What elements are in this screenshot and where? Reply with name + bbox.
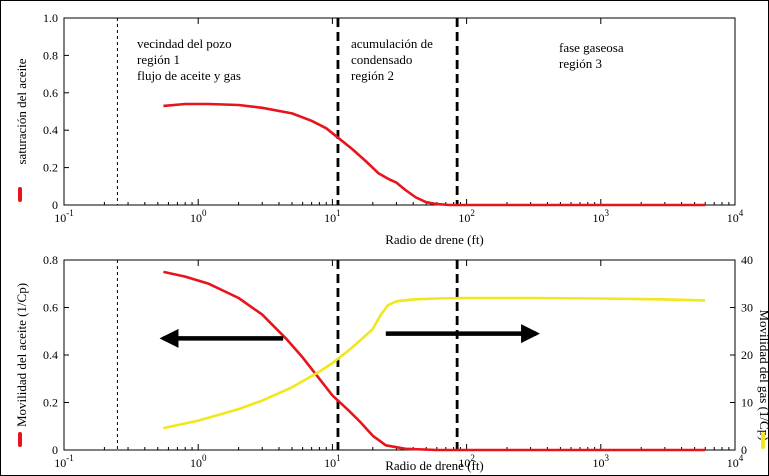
y-tick-label: 0.8 xyxy=(43,48,58,62)
x-tick-exponent: 1 xyxy=(336,453,341,463)
x-tick-base: 10 xyxy=(593,211,605,225)
y-tick-label: 0.6 xyxy=(43,301,58,315)
region-annotation-line: acumulación de xyxy=(351,36,433,51)
x-tick-exponent: 0 xyxy=(202,453,207,463)
x-tick-label: 103 xyxy=(593,208,610,225)
y-tick-label: 1.0 xyxy=(43,11,58,25)
y-tick-label: 0.4 xyxy=(43,348,58,362)
x-tick-label: 103 xyxy=(593,453,610,470)
series-line-1 xyxy=(163,102,706,207)
y-tick-label: 0.6 xyxy=(43,86,58,100)
x-tick-base: 10 xyxy=(54,456,66,470)
x-tick-label: 100 xyxy=(190,208,207,225)
y-tick-label: 0.8 xyxy=(43,253,58,267)
x-tick-base: 10 xyxy=(593,456,605,470)
plot-area xyxy=(63,259,736,451)
x-tick-base: 10 xyxy=(727,456,739,470)
region-annotation-line: fase gaseosa xyxy=(559,40,624,55)
y-tick-label: 0.4 xyxy=(43,123,58,137)
x-tick-base: 10 xyxy=(190,456,202,470)
x-tick-label: 10-1 xyxy=(54,208,74,225)
x-tick-label: 101 xyxy=(324,453,341,470)
x-tick-exponent: 3 xyxy=(605,453,610,463)
y-tick-label: 0.2 xyxy=(43,396,58,410)
x-tick-label: 101 xyxy=(324,208,341,225)
x-tick-label: 100 xyxy=(190,453,207,470)
x-axis-title: Radio de drene (ft) xyxy=(385,458,484,473)
x-tick-base: 10 xyxy=(458,456,470,470)
y2-tick-label: 0 xyxy=(741,443,747,457)
y-tick-label: 0 xyxy=(52,443,58,457)
x-tick-base: 10 xyxy=(190,211,202,225)
x-tick-base: 10 xyxy=(54,211,66,225)
y2-tick-label: 30 xyxy=(741,301,753,315)
x-tick-exponent: 2 xyxy=(470,453,475,463)
x-tick-label: 102 xyxy=(458,453,475,470)
x-tick-label: 104 xyxy=(727,453,744,470)
x-tick-exponent: 1 xyxy=(336,208,341,218)
region-annotation-line: región 3 xyxy=(559,56,602,71)
x-tick-label: 10-1 xyxy=(54,453,74,470)
x-tick-exponent: 4 xyxy=(739,208,744,218)
region-annotation-line: flujo de aceite y gas xyxy=(137,68,241,83)
region-annotation-line: vecindad del pozo xyxy=(137,36,232,51)
y-tick-label: 0.2 xyxy=(43,161,58,175)
x-tick-exponent: -1 xyxy=(66,453,74,463)
region-annotation-line: región 1 xyxy=(137,52,180,67)
y-axis-title: Movilidad del aceite (1/Cp) xyxy=(14,283,29,427)
x-tick-exponent: -1 xyxy=(66,208,74,218)
x-tick-exponent: 2 xyxy=(470,208,475,218)
panel-1: 10-1 100 101 102 103 10400.20.40.60.81.0Radio… xyxy=(14,11,744,247)
y2-tick-label: 10 xyxy=(741,396,753,410)
y-axis-title: saturación del aceite xyxy=(14,58,29,164)
region-annotation-line: condensado xyxy=(351,52,412,67)
y2-tick-label: 40 xyxy=(741,253,753,267)
series-line-1 xyxy=(163,270,706,452)
series-line-2 xyxy=(163,296,706,430)
x-tick-exponent: 3 xyxy=(605,208,610,218)
x-tick-label: 104 xyxy=(727,208,744,225)
x-tick-base: 10 xyxy=(727,211,739,225)
x-tick-base: 10 xyxy=(324,211,336,225)
y2-axis-title: Movilidad del gas (1/Cp) xyxy=(757,309,769,440)
y2-tick-label: 20 xyxy=(741,348,753,362)
x-axis-title: Radio de drene (ft) xyxy=(385,232,484,247)
x-tick-base: 10 xyxy=(324,456,336,470)
x-tick-label: 102 xyxy=(458,208,475,225)
panel-2: 10-1 100 101 102 103 10400.20.40.60.801020304… xyxy=(14,253,769,473)
x-tick-exponent: 0 xyxy=(202,208,207,218)
x-tick-base: 10 xyxy=(458,211,470,225)
x-tick-exponent: 4 xyxy=(739,453,744,463)
region-annotation-line: región 2 xyxy=(351,68,394,83)
plot-area xyxy=(63,17,736,206)
y-tick-label: 0 xyxy=(52,198,58,212)
